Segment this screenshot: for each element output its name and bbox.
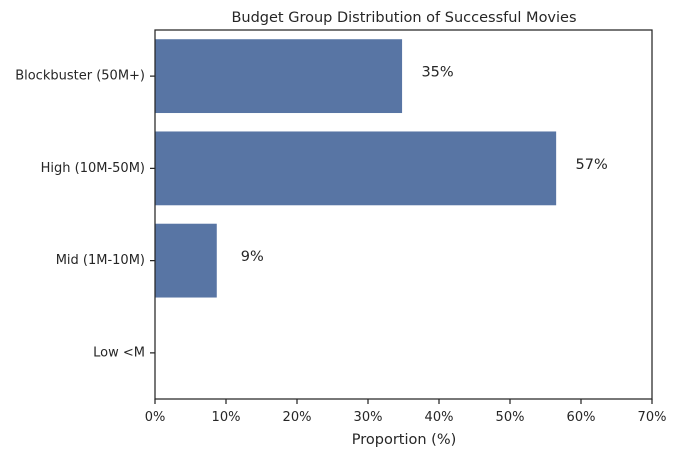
x-tick-label-40: 40% <box>425 410 454 425</box>
y-tick-label-blockbuster-50m: Blockbuster (50M+) <box>15 69 145 84</box>
x-axis: 0% 10% 20% 30% 40% 50% 60% 70% <box>145 399 667 425</box>
y-tick-label-high-10m-50m: High (10M-50M) <box>41 161 145 176</box>
data-labels-group: 35% 57% 9% <box>241 65 608 266</box>
y-tick-label-low-m: Low <M <box>93 345 145 360</box>
y-tick-label-mid-1m-10m: Mid (1M-10M) <box>56 253 145 268</box>
bars-group <box>155 39 557 298</box>
x-tick-label-10: 10% <box>212 410 241 425</box>
x-tick-label-0: 0% <box>145 410 166 425</box>
x-tick-label-60: 60% <box>567 410 596 425</box>
bar-mid-1m-10m <box>155 223 217 298</box>
x-tick-label-20: 20% <box>283 410 312 425</box>
x-tick-label-30: 30% <box>354 410 383 425</box>
data-label-mid-1m-10m: 9% <box>241 249 264 265</box>
x-tick-label-70: 70% <box>638 410 667 425</box>
chart-title: Budget Group Distribution of Successful … <box>231 10 576 26</box>
data-label-high-10m-50m: 57% <box>576 157 608 173</box>
data-label-blockbuster-50m: 35% <box>421 65 453 81</box>
y-axis: Blockbuster (50M+) High (10M-50M) Mid (1M-… <box>15 69 155 360</box>
bar-blockbuster-50m <box>155 39 403 114</box>
plot-frame <box>154 29 653 400</box>
x-axis-label: Proportion (%) <box>352 432 457 448</box>
x-tick-label-50: 50% <box>496 410 525 425</box>
bar-high-10m-50m <box>155 131 557 206</box>
